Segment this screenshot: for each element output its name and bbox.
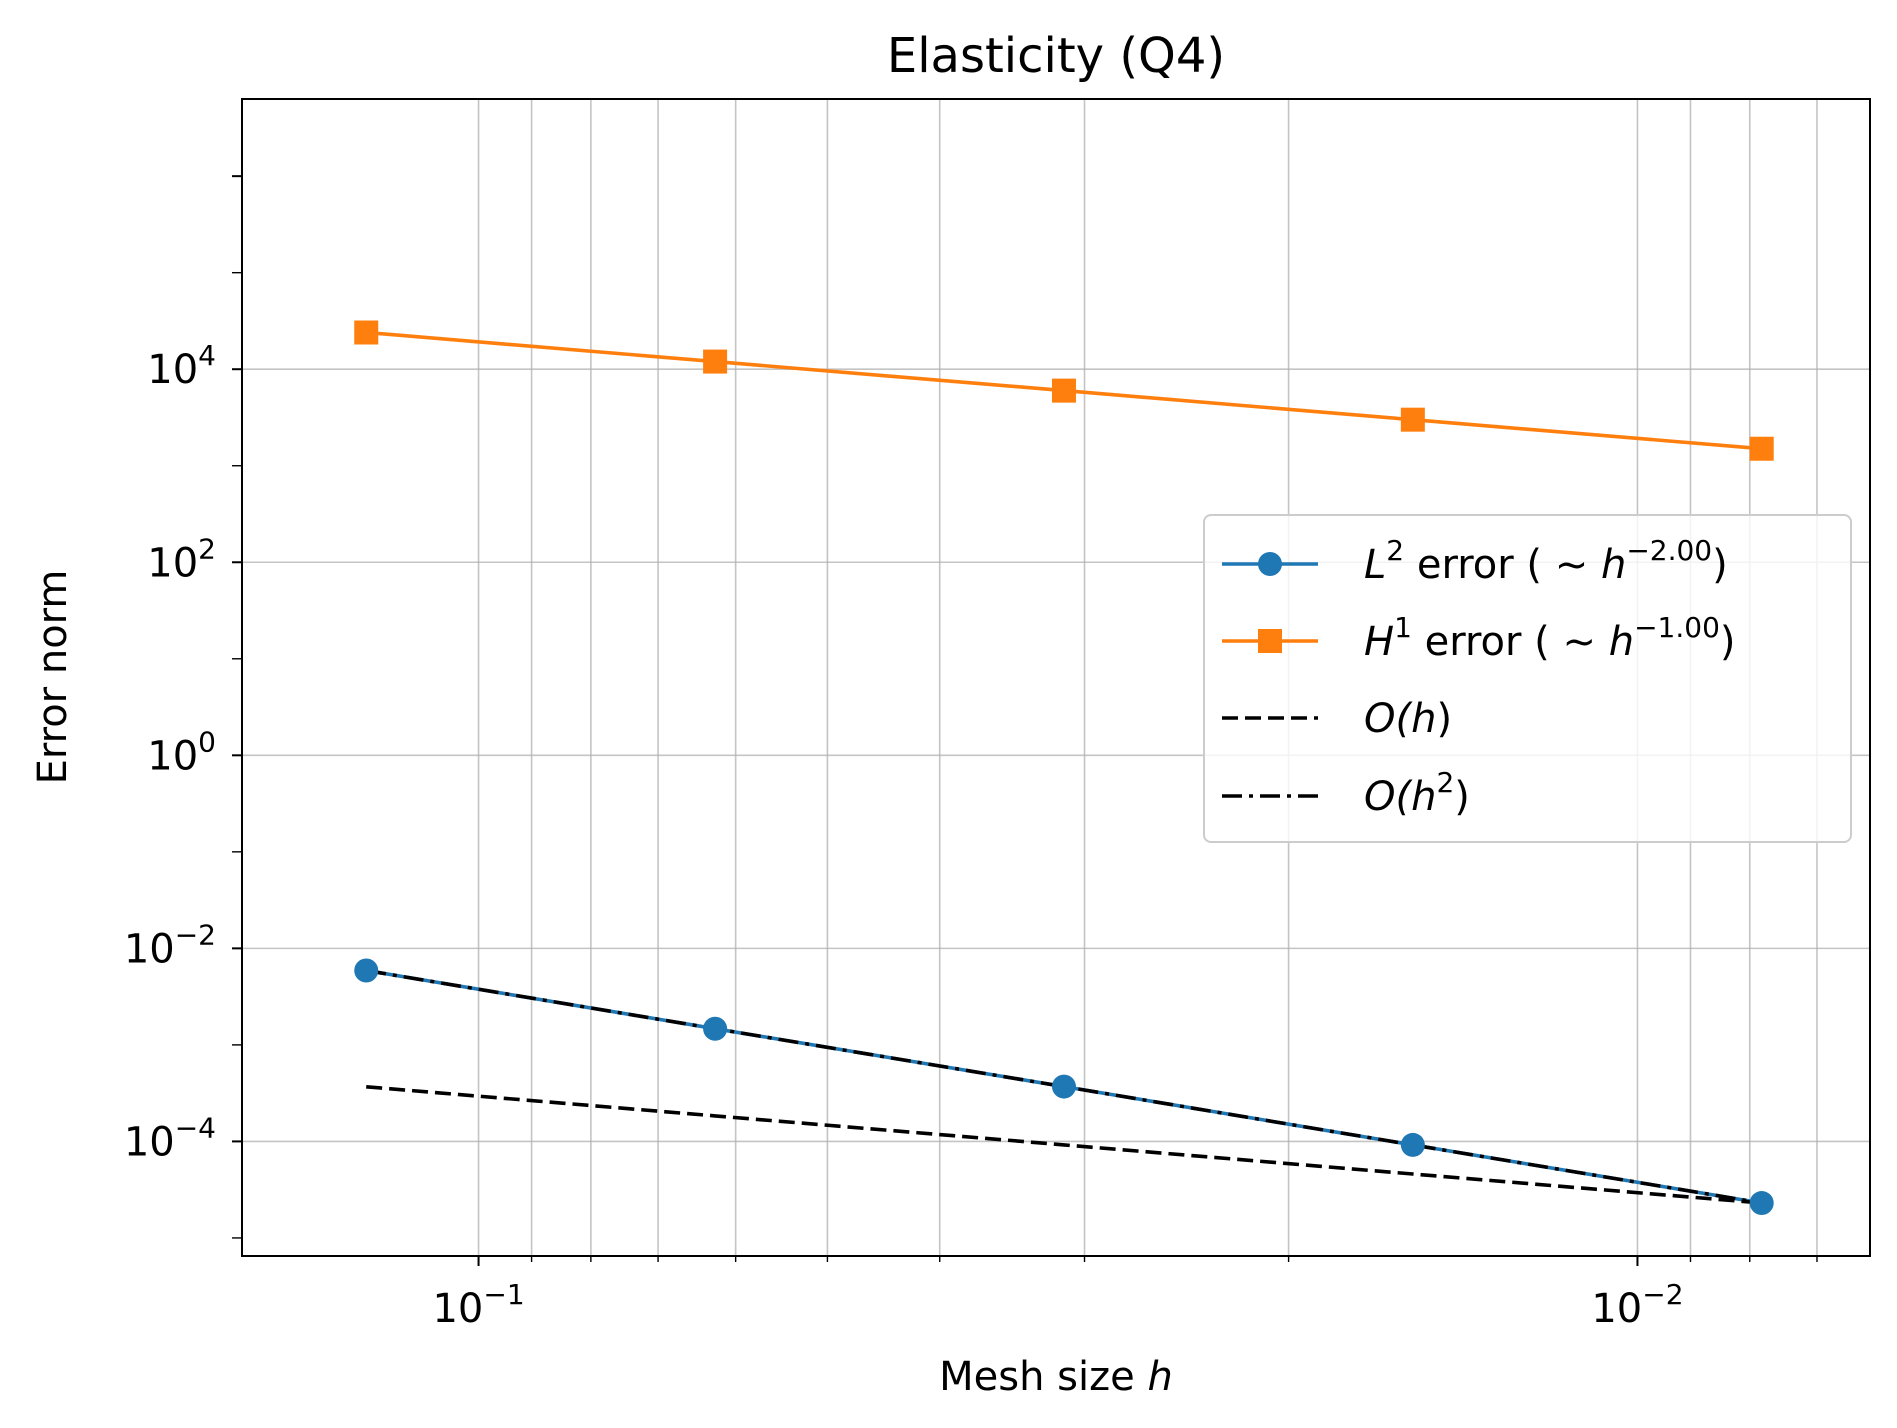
plot-frame	[241, 98, 1871, 1257]
y-tick-label: 102	[147, 532, 216, 586]
data-point	[1400, 1132, 1425, 1157]
legend-label-1: H1 error ( ~ h−1.00)	[1364, 611, 1736, 665]
x-tick-label: 10−2	[1591, 1278, 1683, 1332]
legend: L2 error ( ~ h−2.00) H1 error ( ~ h−1.00)…	[1203, 514, 1852, 843]
data-point	[703, 1016, 728, 1041]
y-tick-label: 104	[147, 339, 216, 393]
ticks: 10−1 10−2 10−4 10−2 100 102 104	[124, 175, 1818, 1332]
legend-box	[1203, 514, 1852, 843]
chart-title: Elasticity (Q4)	[887, 28, 1225, 84]
legend-label-0: L2 error ( ~ h−2.00)	[1364, 534, 1728, 588]
data-point	[354, 958, 379, 983]
legend-label-2: O(h)	[1364, 696, 1452, 742]
data-point	[1051, 378, 1076, 403]
data-point	[354, 320, 379, 345]
series-layer	[354, 320, 1774, 1216]
data-point	[1749, 1191, 1774, 1216]
y-tick-label: 100	[147, 725, 216, 779]
y-tick-label: 10−2	[124, 918, 216, 972]
data-point	[703, 349, 728, 374]
legend-marker	[1258, 552, 1282, 576]
data-point	[1749, 436, 1774, 461]
legend-label-3: O(h2)	[1364, 766, 1470, 820]
x-axis-label: Mesh size h	[939, 1354, 1173, 1400]
series-line-2	[366, 1085, 1762, 1205]
data-point	[1400, 407, 1425, 432]
series-line-3	[365, 968, 1762, 1205]
data-point	[1051, 1074, 1076, 1099]
y-tick-label: 10−4	[124, 1111, 216, 1165]
grid	[242, 99, 1870, 1256]
legend-marker	[1258, 629, 1282, 653]
y-axis-label: Error norm	[30, 570, 76, 785]
x-tick-label: 10−1	[432, 1278, 524, 1332]
